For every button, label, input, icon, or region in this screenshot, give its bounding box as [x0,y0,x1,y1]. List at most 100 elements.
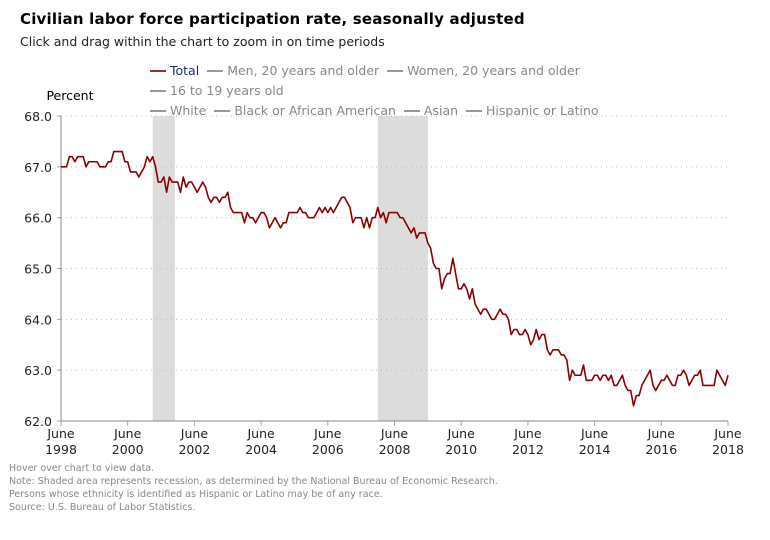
data-point [642,378,647,383]
data-point [548,352,553,357]
data-point [103,164,108,169]
legend-swatch [150,109,166,112]
legend-label: 16 to 19 years old [170,83,284,98]
x-tick-year: 2010 [445,442,477,457]
data-point [581,363,586,368]
chart-title: Civilian labor force participation rate,… [20,10,525,28]
data-point [381,210,386,215]
data-point [545,347,550,352]
data-point [695,373,700,378]
data-point [459,286,464,291]
series-layer [61,149,729,407]
data-point [150,154,155,159]
data-point [428,246,433,251]
data-point [253,220,258,225]
x-tick-year: 2012 [512,442,544,457]
data-point [614,383,619,388]
data-point [311,215,316,220]
legend-swatch [150,69,166,72]
data-point [328,205,333,210]
x-tick-month: June [180,426,209,441]
gridlines [61,115,728,371]
data-point [272,215,277,220]
legend-item-hispanic[interactable]: Hispanic or Latino [466,101,599,121]
data-point [217,200,222,205]
data-point [645,373,650,378]
legend-item-black[interactable]: Black or African American [214,101,396,121]
data-point [556,347,561,352]
y-axis-ticks: 62.0 63.0 64.0 65.0 66.0 67.0 68.0 [24,109,61,429]
data-point [578,373,583,378]
data-point [192,185,197,190]
data-point [498,307,503,312]
legend-swatch [150,89,166,92]
legend-swatch [214,109,231,112]
data-point [342,195,347,200]
data-point [334,205,339,210]
legend-item-teens[interactable]: 16 to 19 years old [150,81,284,101]
legend-label: Women, 20 years and older [407,63,580,78]
data-point [684,373,689,378]
y-tick-label: 63.0 [24,363,52,378]
data-point [275,220,280,225]
x-tick-month: June [46,426,75,441]
data-point [242,220,247,225]
x-tick-month: June [447,426,476,441]
data-point [423,230,428,235]
data-point [478,312,483,317]
data-point [125,159,130,164]
data-point [139,169,144,174]
data-point [461,281,466,286]
data-point [720,378,725,383]
x-tick-year: 2018 [712,442,744,457]
data-point [348,205,353,210]
data-point [603,373,608,378]
data-point [531,337,536,342]
data-point [120,149,125,154]
data-point [525,332,530,337]
legend-label: White [170,103,207,118]
data-point [598,378,603,383]
data-point [153,164,158,169]
data-point [295,210,300,215]
x-tick-year: 2014 [579,442,611,457]
data-point [178,190,183,195]
data-point [609,373,614,378]
data-point [464,286,469,291]
data-point [439,286,444,291]
data-point [298,205,303,210]
line-chart[interactable]: Percent 62.0 63.0 64.0 65.0 66.0 67.0 68.0 Jun… [0,0,770,460]
data-point [475,307,480,312]
legend-item-women[interactable]: Women, 20 years and older [387,61,580,81]
data-point [159,180,164,185]
data-point [495,312,500,317]
legend-item-white[interactable]: White [150,101,206,121]
data-point [109,159,114,164]
data-point [142,164,147,169]
data-point [473,302,478,307]
x-tick-year: 2008 [379,442,411,457]
data-point [523,327,528,332]
legend-item-asian[interactable]: Asian [403,101,458,121]
x-tick-year: 1998 [45,442,77,457]
data-point [84,164,89,169]
data-point [656,383,661,388]
data-point [197,185,202,190]
data-point [409,230,414,235]
legend-item-men[interactable]: Men, 20 years and older [207,61,379,81]
y-axis-label: Percent [46,88,93,103]
data-point [359,215,364,220]
data-point [203,185,208,190]
data-point [453,271,458,276]
data-point [436,266,441,271]
note-source: Source: U.S. Bureau of Labor Statistics. [9,502,196,513]
x-tick-month: June [713,426,742,441]
legend-item-total[interactable]: Total [150,61,199,81]
data-point [673,383,678,388]
data-point [486,312,491,317]
data-point [537,337,542,342]
x-tick-month: June [380,426,409,441]
legend-swatch [403,109,420,112]
data-point [367,225,372,230]
data-point [425,241,430,246]
